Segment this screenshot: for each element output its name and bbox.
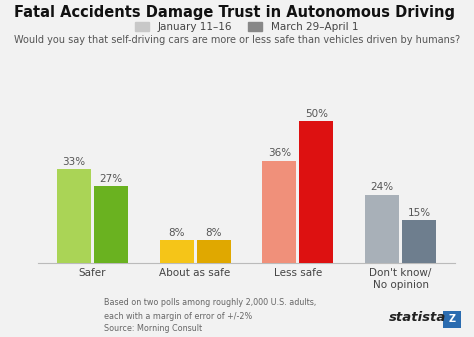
Text: 36%: 36% [268,148,291,158]
Legend: January 11–16, March 29–April 1: January 11–16, March 29–April 1 [135,22,358,32]
Text: Would you say that self-driving cars are more or less safe than vehicles driven : Would you say that self-driving cars are… [14,35,460,45]
Bar [57,169,91,263]
Text: statista: statista [389,310,446,324]
Text: Based on two polls among roughly 2,000 U.S. adults,: Based on two polls among roughly 2,000 U… [104,298,317,307]
Text: each with a margin of error of +/-2%: each with a margin of error of +/-2% [104,312,253,321]
Text: Source: Morning Consult: Source: Morning Consult [104,324,202,333]
Text: 24%: 24% [371,182,394,192]
Text: Fatal Accidents Damage Trust in Autonomous Driving: Fatal Accidents Damage Trust in Autonomo… [14,5,455,20]
Text: 8%: 8% [205,228,222,238]
Bar [160,240,193,263]
Text: 15%: 15% [408,208,431,218]
Bar [263,161,296,263]
Text: 50%: 50% [305,109,328,119]
Bar [365,195,399,263]
Text: 27%: 27% [99,174,122,184]
Text: 33%: 33% [62,157,85,167]
Bar [402,220,436,263]
Text: Z: Z [448,314,456,324]
Bar [94,186,128,263]
Text: 8%: 8% [168,228,185,238]
Bar [300,121,333,263]
Bar [197,240,230,263]
